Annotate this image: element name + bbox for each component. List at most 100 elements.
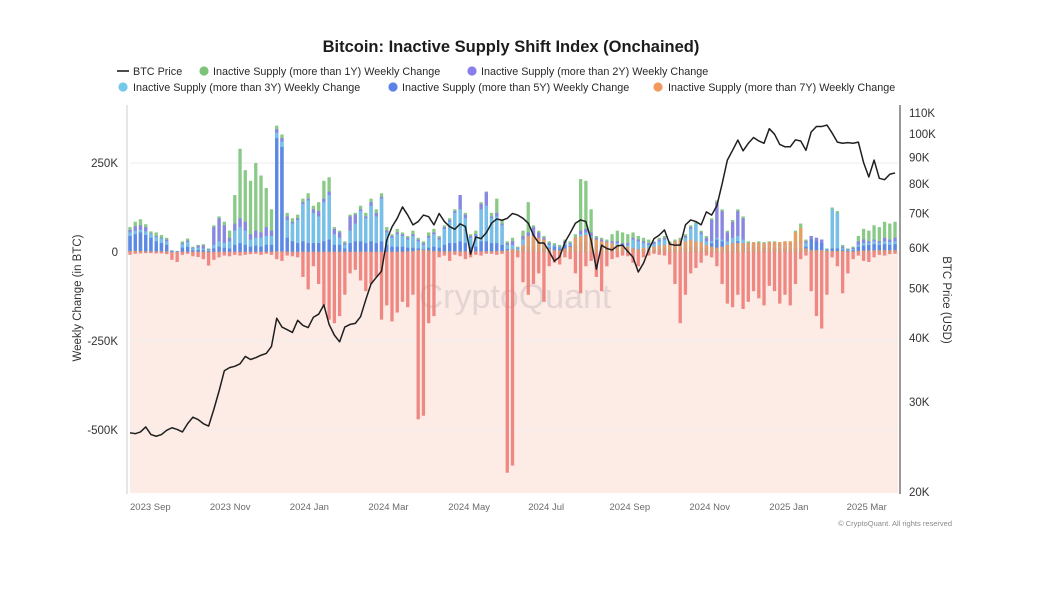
bar-5y	[322, 241, 326, 253]
bar-3y	[489, 218, 494, 253]
bar-7y	[872, 250, 876, 253]
circle-swatch-icon	[199, 66, 209, 76]
bar-3y	[369, 205, 373, 253]
bar-7y	[558, 250, 562, 253]
bar-5y	[201, 250, 206, 253]
bar-5y	[552, 246, 557, 253]
bar-negative	[814, 252, 819, 317]
bar-7y	[631, 248, 635, 253]
bar-5y	[856, 246, 861, 253]
bar-7y	[128, 250, 132, 253]
bar-5y	[196, 249, 200, 253]
bar-7y	[641, 247, 646, 253]
bar-5y	[479, 241, 483, 253]
bar-7y	[751, 242, 756, 253]
legend-item-btc-price[interactable]: BTC Price	[117, 66, 182, 78]
bar-negative	[406, 252, 410, 308]
bar-negative	[322, 252, 326, 306]
bar-5y	[474, 246, 478, 253]
bar-1y	[254, 163, 258, 253]
bar-1y	[578, 179, 583, 253]
bar-3y	[327, 195, 331, 253]
bar-7y	[730, 243, 735, 253]
bar-negative	[358, 252, 363, 281]
watermark: CryptoQuant	[419, 278, 612, 316]
bar-7y	[159, 251, 164, 253]
bar-negative	[316, 252, 321, 285]
bar-negative	[867, 252, 871, 262]
bar-5y	[301, 241, 305, 253]
bar-7y	[783, 241, 787, 253]
bar-negative	[558, 252, 562, 265]
bar-negative	[678, 252, 682, 324]
bar-negative	[149, 252, 153, 254]
bar-5y	[437, 247, 441, 253]
bar-7y	[458, 251, 462, 253]
bar-negative	[337, 252, 342, 317]
bar-7y	[746, 243, 750, 253]
legend-item-5y[interactable]: Inactive Supply (more than 5Y) Weekly Ch…	[388, 82, 629, 94]
bar-negative	[783, 252, 787, 295]
bar-7y	[636, 249, 640, 253]
bar-7y	[474, 251, 478, 253]
bar-3y	[353, 223, 357, 253]
bar-5y	[374, 243, 378, 253]
bar-negative	[138, 252, 143, 254]
bar-negative	[479, 252, 483, 256]
bar-7y	[500, 250, 504, 253]
bar-7y	[788, 241, 792, 253]
legend-item-3y[interactable]: Inactive Supply (more than 3Y) Weekly Ch…	[118, 82, 360, 94]
bar-negative	[432, 252, 436, 317]
bar-7y	[778, 242, 782, 253]
bar-7y	[757, 243, 761, 253]
bar-negative	[605, 252, 609, 267]
bar-1y	[620, 232, 625, 253]
bar-2y	[720, 211, 724, 253]
legend-label: Inactive Supply (more than 5Y) Weekly Ch…	[402, 82, 629, 94]
bar-7y	[411, 250, 415, 253]
bar-5y	[882, 244, 887, 253]
bar-3y	[484, 205, 488, 253]
bar-7y	[138, 250, 143, 253]
bar-3y	[227, 241, 232, 253]
circle-swatch-icon	[388, 82, 398, 92]
bar-3y	[259, 237, 263, 253]
btc-price-line	[129, 124, 896, 437]
bar-7y	[589, 237, 593, 253]
bar-negative	[552, 252, 557, 263]
bar-7y	[840, 250, 845, 253]
legend-label: Inactive Supply (more than 3Y) Weekly Ch…	[133, 82, 360, 94]
bar-5y	[332, 244, 337, 253]
bar-negative	[767, 252, 771, 286]
bar-negative	[217, 252, 221, 258]
bar-7y	[605, 242, 609, 253]
bar-negative	[348, 252, 352, 274]
right-tick-label: 100K	[909, 129, 936, 141]
bar-3y	[631, 239, 635, 253]
bar-negative	[537, 252, 541, 274]
legend-item-1y[interactable]: Inactive Supply (more than 1Y) Weekly Ch…	[199, 66, 440, 78]
bar-5y	[877, 244, 881, 253]
bar-5y	[385, 244, 389, 253]
bar-negative	[437, 252, 441, 258]
bar-7y	[804, 248, 808, 253]
right-axis-title: BTC Price (USD)	[940, 256, 952, 344]
bar-3y	[379, 198, 384, 253]
bar-negative	[641, 252, 646, 258]
bar-7y	[531, 235, 536, 253]
bar-3y	[196, 247, 200, 253]
bar-7y	[877, 250, 881, 253]
bar-7y	[741, 243, 745, 253]
bar-7y	[673, 241, 677, 253]
bar-negative	[715, 252, 719, 267]
bar-3y	[479, 209, 483, 253]
bar-2y	[217, 218, 221, 253]
bar-7y	[767, 242, 771, 253]
bar-5y	[191, 250, 195, 253]
bar-negative	[400, 252, 405, 302]
bar-2y	[222, 225, 226, 253]
bar-5y	[390, 246, 394, 253]
legend-item-7y[interactable]: Inactive Supply (more than 7Y) Weekly Ch…	[653, 82, 895, 94]
legend-item-2y[interactable]: Inactive Supply (more than 2Y) Weekly Ch…	[467, 66, 708, 78]
right-tick-label: 110K	[909, 108, 935, 120]
